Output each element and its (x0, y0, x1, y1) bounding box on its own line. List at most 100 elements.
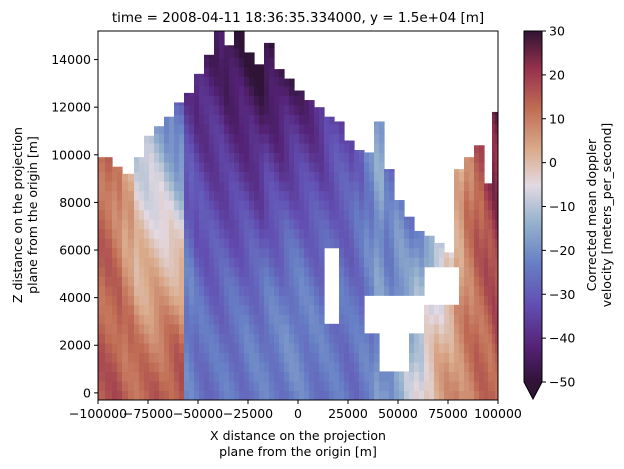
heatmap-cell (294, 190, 300, 201)
heatmap-cell (204, 380, 210, 392)
heatmap-cell (209, 200, 215, 211)
heatmap-cell (304, 180, 310, 192)
heatmap-cell (304, 100, 310, 106)
heatmap-cell (105, 238, 113, 249)
heatmap-cell (444, 361, 450, 373)
heatmap-cell (495, 257, 498, 268)
heatmap-cell (279, 238, 285, 249)
heatmap-cell (274, 361, 280, 373)
heatmap-cell (229, 57, 235, 68)
heatmap-cell (239, 323, 245, 334)
heatmap-cell (174, 123, 180, 134)
heatmap-cell (469, 371, 475, 382)
colorbar-tick-label: −30 (549, 287, 575, 302)
heatmap-cell (244, 142, 250, 154)
heatmap-cell (324, 361, 330, 373)
heatmap-cell (239, 57, 245, 68)
heatmap-cell (429, 323, 435, 334)
heatmap-cell (299, 161, 305, 173)
heatmap-cell (117, 190, 123, 201)
heatmap-cell (369, 161, 375, 173)
heatmap-cell (304, 247, 310, 258)
heatmap-cell (105, 171, 113, 182)
heatmap-cell (204, 200, 210, 211)
heatmap-cell (189, 323, 195, 334)
heatmap-cell (339, 133, 345, 144)
colorbar-label-line-2: velocity [meters_per_second] (599, 123, 614, 308)
heatmap-cell (144, 247, 150, 258)
heatmap-cell (144, 390, 150, 400)
heatmap-cell (469, 257, 475, 268)
heatmap-cell (434, 342, 440, 353)
heatmap-cell (484, 352, 489, 363)
heatmap-cell (244, 285, 250, 296)
heatmap-cell (464, 157, 470, 163)
heatmap-cell (234, 285, 240, 296)
heatmap-cell (359, 219, 365, 230)
heatmap-cell (469, 333, 475, 344)
heatmap-cell (214, 361, 220, 373)
heatmap-cell (244, 190, 250, 201)
heatmap-cell (234, 171, 240, 182)
heatmap-cell (204, 161, 210, 173)
heatmap-cell (194, 342, 200, 353)
heatmap-cell (98, 228, 106, 239)
heatmap-cell (189, 380, 195, 392)
heatmap-cell (139, 342, 145, 353)
heatmap-cell (224, 200, 230, 211)
heatmap-cell (239, 85, 245, 96)
heatmap-cell (314, 152, 320, 163)
heatmap-cell (279, 114, 285, 125)
heatmap-cell (184, 352, 190, 363)
heatmap-cell (219, 142, 225, 154)
heatmap-cell (434, 390, 440, 400)
heatmap-cell (459, 352, 465, 363)
heatmap-cell (269, 342, 275, 353)
heatmap-cell (349, 161, 355, 173)
heatmap-cell (204, 361, 210, 373)
heatmap-cell (128, 247, 135, 258)
heatmap-cell (314, 333, 320, 344)
heatmap-cell (349, 390, 355, 400)
heatmap-cell (324, 200, 330, 211)
heatmap-cell (199, 190, 205, 201)
heatmap-cell (479, 285, 485, 296)
heatmap-cell (98, 333, 106, 344)
heatmap-cell (249, 371, 255, 382)
heatmap-cell (319, 295, 325, 306)
heatmap-cell (128, 219, 135, 230)
heatmap-cell (394, 219, 400, 230)
heatmap-cell (289, 85, 295, 96)
heatmap-cell (469, 304, 475, 315)
heatmap-cell (284, 238, 290, 249)
heatmap-cell (244, 323, 250, 334)
heatmap-cell (184, 371, 190, 382)
heatmap-cell (319, 180, 325, 192)
heatmap-cell (349, 219, 355, 230)
heatmap-cell (112, 352, 118, 363)
heatmap-cell (314, 190, 320, 201)
heatmap-cell (334, 238, 340, 249)
heatmap-cell (219, 114, 225, 125)
heatmap-cell (112, 219, 118, 230)
heatmap-cell (179, 228, 185, 239)
heatmap-cell (209, 66, 215, 77)
heatmap-cell (459, 190, 465, 201)
heatmap-cell (495, 247, 498, 258)
heatmap-cell (479, 276, 485, 287)
heatmap-cell (374, 285, 380, 296)
heatmap-cell (194, 333, 200, 344)
heatmap-cell (429, 380, 435, 392)
heatmap-cell (359, 247, 365, 258)
heatmap-cell (174, 190, 180, 201)
heatmap-cell (344, 361, 350, 373)
heatmap-cell (344, 314, 350, 325)
heatmap-cell (334, 133, 340, 144)
heatmap-cell (194, 257, 200, 268)
heatmap-cell (409, 266, 415, 277)
heatmap-cell (394, 257, 400, 268)
heatmap-cell (199, 209, 205, 220)
heatmap-cell (404, 219, 410, 230)
heatmap-cell (264, 104, 270, 115)
heatmap-cell (264, 247, 270, 258)
